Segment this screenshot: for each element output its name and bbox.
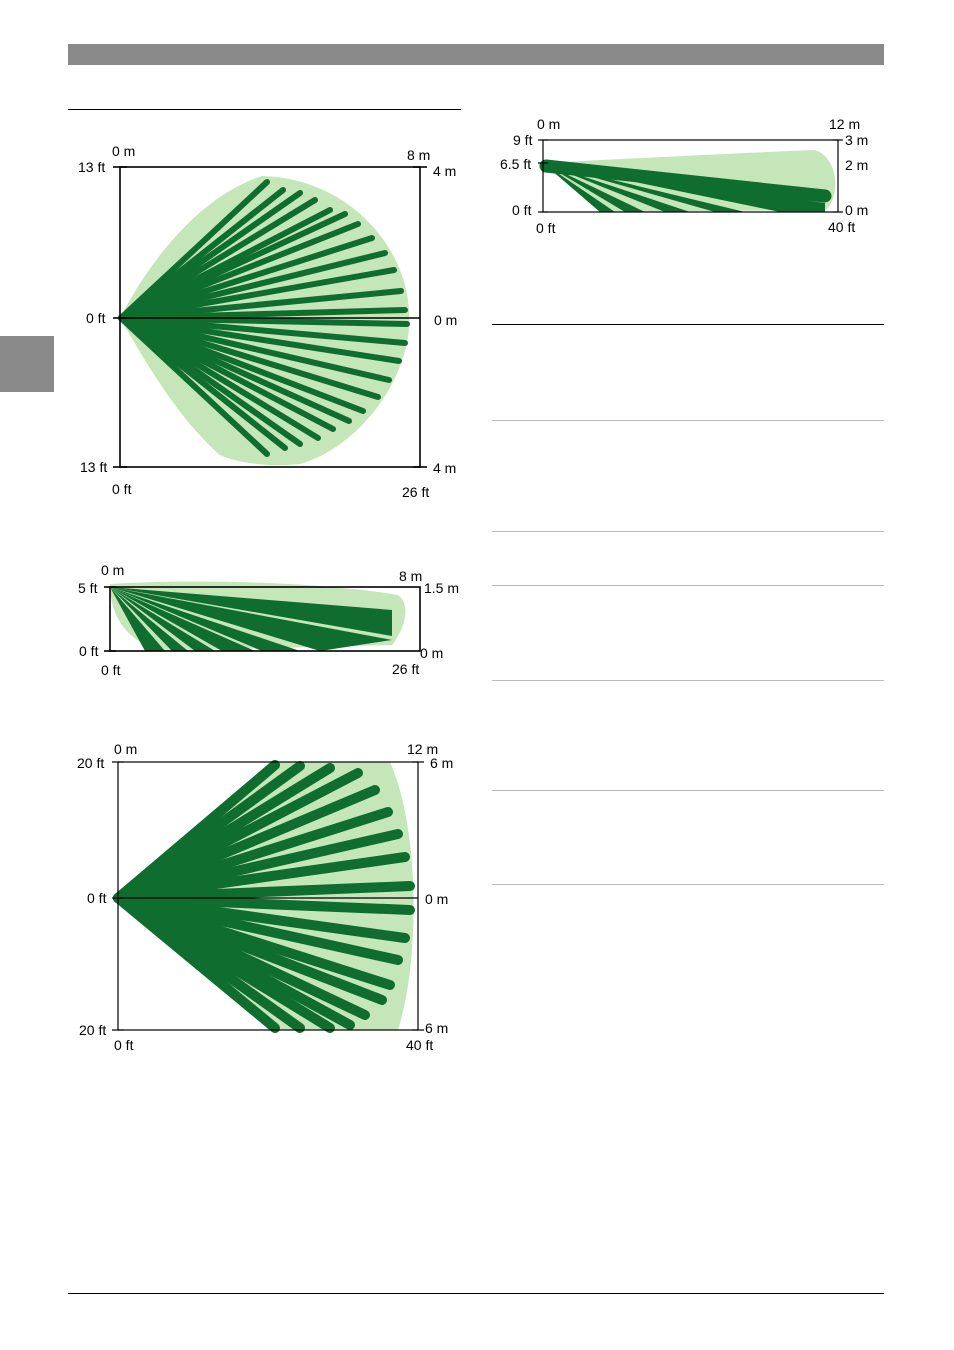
axis-label-range-m: 12 m	[407, 741, 439, 757]
axis-label-mid-m: 0 m	[425, 891, 449, 907]
detection-beam	[118, 250, 388, 321]
axis-label-top-ft: 13 ft	[78, 159, 106, 175]
detection-beam	[118, 315, 270, 457]
axis-label-bottom-m: 0 m	[420, 645, 444, 661]
range-frame	[112, 761, 424, 1031]
detection-beam	[118, 315, 402, 364]
axis-label-x-end: 40 ft	[406, 1037, 434, 1053]
axis-label-bottom-ft: 0 ft	[512, 202, 532, 218]
detection-beam	[118, 315, 381, 400]
axis-label-x-start: 0 ft	[536, 220, 556, 236]
detection-beam	[110, 587, 165, 651]
detection-beam	[118, 315, 408, 346]
axis-label-mount-ft: 6.5 ft	[500, 156, 532, 172]
detection-beam	[118, 267, 397, 321]
axis-label-bottom-ft: 13 ft	[80, 459, 108, 475]
section-rule-right	[492, 324, 884, 325]
axis-label-top-m: 0 m	[112, 143, 136, 159]
axis-label-range-m: 12 m	[829, 116, 861, 132]
axis-label-top-ft: 5 ft	[78, 580, 98, 596]
axis-label-mid-ft: 0 ft	[86, 310, 106, 326]
axis-label-bottom-ft: 20 ft	[79, 1022, 107, 1038]
detection-beam	[110, 587, 392, 651]
axis-label-top-ft: 20 ft	[77, 755, 105, 771]
detection-beam	[543, 163, 690, 212]
beam-group	[113, 760, 415, 1033]
axis-label-x-end: 26 ft	[392, 661, 420, 677]
detection-beam	[118, 315, 392, 383]
detection-beam	[110, 587, 188, 651]
table-row-divider	[492, 680, 884, 681]
axis-label-x-start: 0 ft	[114, 1037, 134, 1053]
axis-label-top-height-m: 3 m	[845, 132, 869, 148]
axis-label-bottom-m: 4 m	[433, 460, 457, 476]
axis-label-bottom-m: 0 m	[845, 202, 869, 218]
footer-rule	[68, 1293, 884, 1294]
axis-label-x-start: 0 ft	[101, 662, 121, 678]
detection-beam	[543, 163, 745, 212]
range-frame	[104, 586, 421, 652]
axis-label-height-m: 1.5 m	[424, 580, 460, 596]
table-row-divider	[492, 420, 884, 421]
header-bar	[68, 44, 884, 65]
table-row-divider	[492, 531, 884, 532]
detection-beam	[110, 587, 255, 651]
detection-beam	[543, 163, 615, 212]
axis-label-top-ft: 9 ft	[513, 132, 533, 148]
axis-label-range-m: 8 m	[399, 568, 423, 584]
axis-label-mid-m: 0 m	[434, 312, 458, 328]
axis-label-bottom-m: 6 m	[425, 1020, 449, 1036]
axis-label-top-m: 0 m	[101, 562, 125, 578]
detection-beam	[543, 163, 825, 212]
axis-label-x-end: 40 ft	[828, 219, 856, 235]
beam-group	[118, 179, 410, 457]
range-frame	[113, 166, 427, 468]
axis-label-top-m: 0 m	[114, 741, 138, 757]
axis-label-bottom-ft: 0 ft	[79, 643, 99, 659]
beam-group	[539, 159, 832, 212]
detection-beam	[110, 587, 215, 651]
axis-label-right-top-m: 4 m	[433, 163, 457, 179]
detection-beam	[110, 587, 392, 636]
range-frame	[538, 139, 843, 213]
detection-beam	[110, 587, 300, 651]
axis-label-mid-ft: 0 ft	[87, 890, 107, 906]
beam-group	[110, 587, 392, 651]
table-row-divider	[492, 790, 884, 791]
section-rule-left	[68, 109, 461, 110]
table-row-divider	[492, 585, 884, 586]
axis-label-range-m: 8 m	[407, 147, 431, 163]
axis-label-x-start: 0 ft	[112, 481, 132, 497]
detection-beam	[118, 315, 410, 327]
table-row-divider	[492, 884, 884, 885]
detection-beam	[543, 163, 645, 212]
chapter-tab	[0, 336, 54, 392]
axis-label-x-end: 26 ft	[402, 484, 430, 500]
detection-beam	[113, 893, 280, 1033]
axis-label-mount-m: 2 m	[845, 157, 869, 173]
detection-beam	[118, 288, 404, 321]
axis-label-right-top-m: 6 m	[430, 755, 454, 771]
axis-label-top-m: 0 m	[537, 116, 561, 132]
